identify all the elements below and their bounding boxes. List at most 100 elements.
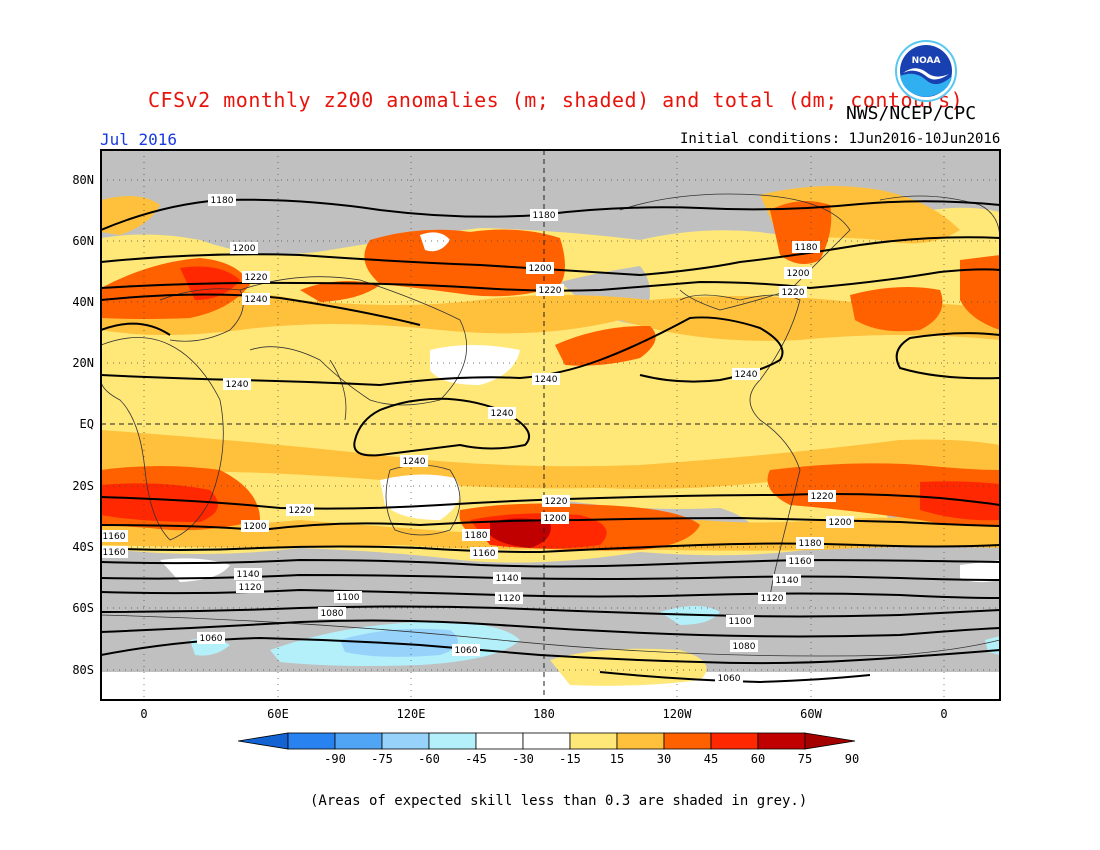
anom-45-60-east-edge — [960, 255, 1000, 330]
contour-label: 1140 — [493, 572, 521, 584]
contour-label: 1180 — [792, 241, 820, 253]
anom-white-east — [960, 560, 1000, 583]
svg-text:1080: 1080 — [321, 609, 344, 619]
contour-label: 1240 — [242, 293, 270, 305]
anom-45-60-pacific — [555, 325, 656, 366]
colorbar-cell — [475, 732, 524, 750]
chart-title: CFSv2 monthly z200 anomalies (m; shaded)… — [148, 88, 964, 112]
anom-white-bottom — [101, 672, 1000, 700]
contour-label: 1080 — [318, 607, 346, 619]
anom-white-south-indian — [160, 558, 230, 582]
anom-45-60-asia-north — [364, 229, 565, 297]
contour-label: 1220 — [542, 495, 570, 507]
contour-label: 1200 — [541, 512, 569, 524]
svg-text:1120: 1120 — [239, 583, 262, 593]
contour-label: 1160 — [470, 547, 498, 559]
colorbar-label: 15 — [609, 752, 625, 766]
lat-label: 80S — [72, 663, 94, 677]
svg-text:1120: 1120 — [498, 594, 521, 604]
svg-text:1220: 1220 — [245, 273, 268, 283]
svg-text:1140: 1140 — [237, 570, 260, 580]
lon-label: 60W — [800, 707, 822, 721]
svg-text:1180: 1180 — [211, 196, 234, 206]
svg-text:1240: 1240 — [491, 409, 514, 419]
colorbar-label: -30 — [512, 752, 534, 766]
initial-conditions-label: Initial conditions: 1Jun2016-10Jun2016 — [680, 131, 1001, 147]
noaa-logo-text: NOAA — [912, 56, 941, 66]
contour-label: 1100 — [726, 615, 754, 627]
contour-label: 1240 — [400, 455, 428, 467]
agency-label: NWS/NCEP/CPC — [846, 103, 977, 124]
colorbar-cell — [287, 732, 336, 750]
colorbar-label: 60 — [750, 752, 766, 766]
svg-text:1120: 1120 — [761, 594, 784, 604]
colorbar-cell — [710, 732, 759, 750]
svg-text:1180: 1180 — [533, 211, 556, 221]
contour-label: 1060 — [715, 672, 743, 684]
svg-text:1160: 1160 — [103, 548, 126, 558]
contour-label: 1200 — [784, 267, 812, 279]
contour-label: 1100 — [334, 591, 362, 603]
contour-label: 1220 — [242, 271, 270, 283]
svg-text:1200: 1200 — [829, 518, 852, 528]
svg-text:1240: 1240 — [226, 380, 249, 390]
contour-label: 1220 — [779, 286, 807, 298]
colorbar-label: -60 — [418, 752, 440, 766]
lat-label: 40S — [72, 540, 94, 554]
anom-white-australia — [380, 474, 460, 520]
colorbar-arrow-left — [238, 732, 289, 750]
colorbar-label: 75 — [797, 752, 813, 766]
anom-white-asia — [430, 345, 520, 385]
contour-label: 1180 — [462, 529, 490, 541]
colorbar-cell — [757, 732, 806, 750]
svg-text:1060: 1060 — [455, 646, 478, 656]
lon-label: 60E — [267, 707, 289, 721]
svg-text:1240: 1240 — [735, 370, 758, 380]
colorbar-label: -90 — [324, 752, 346, 766]
lon-label: 0 — [140, 707, 148, 721]
svg-text:1200: 1200 — [529, 264, 552, 274]
contour-label: 1060 — [452, 644, 480, 656]
colorbar-arrow-right — [804, 732, 856, 750]
lat-label: 80N — [72, 173, 94, 187]
contour-label: 1120 — [236, 581, 264, 593]
svg-text:1220: 1220 — [289, 506, 312, 516]
noaa-logo: NOAA — [895, 40, 957, 102]
svg-text:1180: 1180 — [799, 539, 822, 549]
svg-text:1160: 1160 — [789, 557, 812, 567]
contour-label: 1160 — [101, 546, 128, 558]
anom-60-75-africa-south — [101, 483, 218, 522]
contour-label: 1160 — [786, 555, 814, 567]
contour-label: 1200 — [230, 242, 258, 254]
lon-label: 0 — [940, 707, 948, 721]
map-frame — [100, 149, 1001, 701]
contour-label: 1220 — [286, 504, 314, 516]
svg-text:1240: 1240 — [403, 457, 426, 467]
svg-text:1100: 1100 — [729, 617, 752, 627]
contour-label: 1180 — [208, 194, 236, 206]
svg-text:1220: 1220 — [539, 286, 562, 296]
footnote: (Areas of expected skill less than 0.3 a… — [310, 793, 808, 809]
contour-label: 1240 — [223, 378, 251, 390]
colorbar-label: -75 — [371, 752, 393, 766]
colorbar-label: 90 — [844, 752, 860, 766]
svg-text:1080: 1080 — [733, 642, 756, 652]
svg-text:1220: 1220 — [811, 492, 834, 502]
svg-text:1100: 1100 — [337, 593, 360, 603]
contour-label: 1140 — [773, 574, 801, 586]
lat-label: 60N — [72, 234, 94, 248]
svg-text:1220: 1220 — [782, 288, 805, 298]
colorbar-label: 45 — [703, 752, 719, 766]
contour-label: 1180 — [530, 209, 558, 221]
svg-text:1240: 1240 — [245, 295, 268, 305]
contour-label: 1220 — [536, 284, 564, 296]
svg-text:1200: 1200 — [544, 514, 567, 524]
colorbar-cell — [428, 732, 477, 750]
colorbar-cell — [663, 732, 712, 750]
contour-label: 1240 — [488, 407, 516, 419]
anom-45-60-atlantic — [850, 286, 943, 332]
svg-text:1060: 1060 — [718, 674, 741, 684]
contour-label: 1200 — [526, 262, 554, 274]
anom-white-north — [420, 232, 450, 252]
